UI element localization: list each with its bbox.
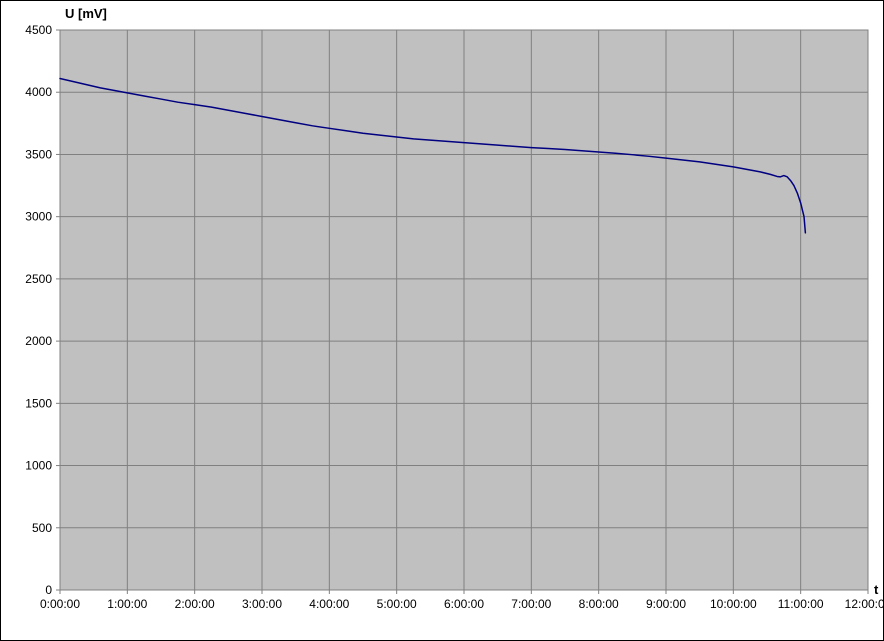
x-axis-label: t <box>874 582 879 597</box>
x-tick-label: 5:00:00 <box>377 597 417 611</box>
y-tick-label: 2500 <box>25 272 52 286</box>
discharge-line-chart: 0:00:00 1:00:00 2:00:00 3:00:00 4:00:00 5:00:… <box>0 0 884 641</box>
y-tick-label: 1000 <box>25 459 52 473</box>
y-tick-label: 3500 <box>25 147 52 161</box>
x-tick-label: 4:00:00 <box>309 597 349 611</box>
y-tick-label: 500 <box>32 521 52 535</box>
x-tick-label: 11:00:00 <box>778 597 824 611</box>
y-tick-label: 0 <box>45 583 52 597</box>
x-tick-label: 10:00:00 <box>710 597 757 611</box>
y-tick-label: 4500 <box>25 23 52 37</box>
y-tick-label: 2000 <box>25 334 52 348</box>
x-tick-label: 3:00:00 <box>242 597 282 611</box>
chart-container: 0:00:00 1:00:00 2:00:00 3:00:00 4:00:00 5:00:… <box>0 0 884 641</box>
y-tick-label: 1500 <box>25 396 52 410</box>
x-tick-label: 1:00:00 <box>107 597 147 611</box>
x-tick-label: 0:00:00 <box>40 597 80 611</box>
x-tick-label: 9:00:00 <box>646 597 686 611</box>
x-tick-label: 2:00:00 <box>175 597 215 611</box>
y-tick-label: 3000 <box>25 210 52 224</box>
x-tick-label: 8:00:00 <box>579 597 619 611</box>
y-tick-label: 4000 <box>25 85 52 99</box>
x-tick-label: 7:00:00 <box>511 597 551 611</box>
y-axis-label: U [mV] <box>65 6 107 21</box>
x-tick-label: 12:00:00 <box>845 597 884 611</box>
x-tick-label: 6:00:00 <box>444 597 484 611</box>
